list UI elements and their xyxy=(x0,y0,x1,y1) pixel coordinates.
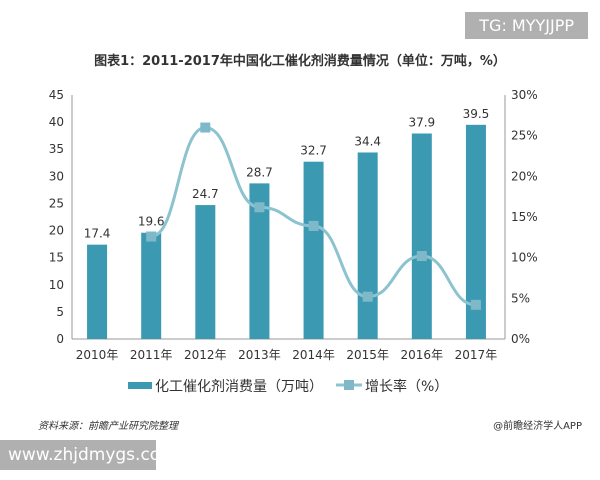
growth-marker xyxy=(416,251,427,262)
bar-data-label: 32.7 xyxy=(300,144,327,158)
x-tick-label: 2012年 xyxy=(184,348,227,362)
bar xyxy=(303,161,324,339)
x-tick-label: 2013年 xyxy=(238,348,281,362)
growth-marker xyxy=(308,220,319,231)
overlay-tag: TG: MYYJJPP xyxy=(465,12,588,39)
growth-marker xyxy=(362,291,373,302)
y-right-tick-label: 20% xyxy=(511,169,538,183)
x-tick-label: 2016年 xyxy=(401,348,444,362)
y-left-tick-label: 10 xyxy=(49,278,64,292)
bar-data-label: 17.4 xyxy=(84,227,111,241)
legend-line-marker xyxy=(344,380,354,390)
y-left-tick-label: 30 xyxy=(49,169,64,183)
y-left-tick-label: 45 xyxy=(49,88,64,102)
legend-bar-label: 化工催化剂消费量（万吨） xyxy=(155,379,323,395)
x-tick-label: 2011年 xyxy=(130,348,173,362)
x-tick-label: 2010年 xyxy=(76,348,119,362)
bar xyxy=(357,152,378,339)
y-left-tick-label: 15 xyxy=(49,251,64,265)
bar-data-label: 34.4 xyxy=(354,134,381,148)
growth-marker xyxy=(470,299,481,310)
y-right-tick-label: 25% xyxy=(511,129,538,143)
bar xyxy=(249,183,270,339)
credit: @前瞻经济学人APP xyxy=(493,421,582,432)
y-left-tick-label: 40 xyxy=(49,115,64,129)
y-left-tick-label: 20 xyxy=(49,224,64,238)
y-right-tick-label: 0% xyxy=(511,332,530,346)
bar xyxy=(195,205,216,339)
bar xyxy=(465,124,486,339)
x-tick-label: 2015年 xyxy=(346,348,389,362)
y-left-tick-label: 35 xyxy=(49,142,64,156)
bar xyxy=(411,133,432,339)
bar xyxy=(87,244,108,339)
y-right-tick-label: 10% xyxy=(511,251,538,265)
y-right-tick-label: 30% xyxy=(511,88,538,102)
growth-marker xyxy=(254,202,265,213)
y-left-tick-label: 5 xyxy=(56,305,64,319)
bar xyxy=(141,232,162,339)
y-left-tick-label: 0 xyxy=(56,332,64,346)
y-right-tick-label: 15% xyxy=(511,210,538,224)
bar-data-label: 19.6 xyxy=(138,215,165,229)
growth-marker xyxy=(200,122,211,133)
legend-line-label: 增长率（%） xyxy=(365,378,448,395)
footer-url: www.zhjdmygs.com xyxy=(0,440,177,470)
y-left-tick-label: 25 xyxy=(49,196,64,210)
y-right-tick-label: 5% xyxy=(511,291,530,305)
legend-bar-swatch xyxy=(128,382,152,389)
chart-title: 图表1：2011-2017年中国化工催化剂消费量情况（单位：万吨，%） xyxy=(94,54,506,69)
bar-data-label: 24.7 xyxy=(192,187,219,201)
bar-data-label: 28.7 xyxy=(246,165,273,179)
bar-data-label: 37.9 xyxy=(408,115,435,129)
growth-marker xyxy=(146,231,157,242)
source-note: 资料来源：前瞻产业研究院整理 xyxy=(38,421,178,432)
bar-data-label: 39.5 xyxy=(463,107,490,121)
x-tick-label: 2017年 xyxy=(455,348,498,362)
x-tick-label: 2014年 xyxy=(292,348,335,362)
